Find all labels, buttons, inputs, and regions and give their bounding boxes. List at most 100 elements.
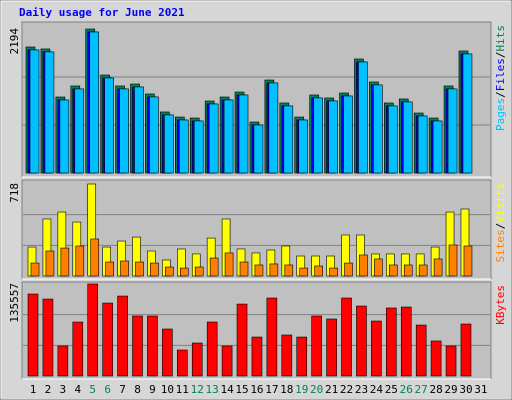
bar — [343, 95, 353, 174]
bar — [388, 105, 398, 174]
x-tick-label: 16 — [250, 383, 263, 396]
bar — [314, 265, 323, 277]
bar — [268, 82, 279, 174]
bar — [430, 340, 442, 377]
x-tick-label: 19 — [295, 383, 308, 396]
bar — [209, 257, 219, 277]
bar — [328, 100, 338, 174]
bar — [42, 298, 54, 377]
bar — [253, 124, 264, 174]
bar — [135, 261, 144, 277]
bar — [448, 244, 458, 277]
bar — [344, 262, 353, 277]
x-tick-label: 12 — [191, 383, 204, 396]
legend: Pages/Files/Hits — [494, 25, 507, 131]
x-tick-label: 10 — [161, 383, 174, 396]
bar — [132, 315, 143, 377]
bar — [266, 297, 278, 377]
legend-entry: KBytes — [494, 285, 507, 325]
bar — [239, 261, 249, 277]
bar — [164, 114, 174, 174]
legend-entry: Hits — [494, 25, 507, 52]
bar — [221, 345, 233, 377]
bar — [433, 258, 443, 277]
legend-separator: / — [494, 91, 507, 98]
legend: KBytes — [494, 285, 507, 325]
x-tick-label: 8 — [134, 383, 141, 396]
bar — [134, 86, 144, 174]
bar — [74, 88, 85, 174]
bar — [460, 323, 472, 377]
x-tick-label: 25 — [385, 383, 398, 396]
bar — [403, 264, 413, 277]
x-tick-label: 30 — [459, 383, 472, 396]
bar — [45, 250, 55, 277]
bar — [149, 96, 159, 174]
x-tick-label: 23 — [355, 383, 368, 396]
bar — [281, 334, 293, 377]
bar — [374, 258, 383, 277]
legend-entry: Pages — [494, 98, 507, 131]
bar — [89, 31, 100, 174]
x-tick-label: 1 — [30, 383, 37, 396]
bar — [415, 324, 427, 377]
x-tick-label: 4 — [74, 383, 81, 396]
legend-entry: Sites — [494, 229, 507, 262]
bar — [87, 283, 99, 377]
x-tick-label: 24 — [370, 383, 384, 396]
bar — [75, 245, 85, 277]
x-tick-label: 9 — [149, 383, 156, 396]
bar — [402, 101, 413, 174]
bar — [179, 119, 189, 174]
x-tick-label: 22 — [340, 383, 353, 396]
bar — [386, 307, 397, 377]
bar — [432, 120, 443, 174]
bar — [102, 302, 113, 377]
x-tick-label: 2 — [45, 383, 52, 396]
x-tick-label: 26 — [400, 383, 413, 396]
x-tick-label: 6 — [104, 383, 111, 396]
x-tick-label: 5 — [89, 383, 96, 396]
bar — [223, 99, 234, 174]
bar — [206, 321, 218, 377]
chart-title: Daily usage for June 2021 — [19, 6, 185, 19]
bar — [356, 305, 367, 377]
bar — [254, 264, 264, 277]
x-tick-label: 28 — [429, 383, 442, 396]
bar — [359, 254, 368, 277]
bar — [165, 266, 174, 277]
bar — [236, 303, 248, 377]
legend-entry: Files — [494, 58, 507, 91]
y-tick-label: 718 — [8, 183, 21, 203]
bar — [177, 349, 188, 377]
bar — [105, 261, 114, 277]
x-tick-label: 17 — [265, 383, 278, 396]
bar — [59, 99, 70, 174]
x-tick-label: 11 — [176, 383, 189, 396]
y-tick-label: 135557 — [8, 283, 21, 323]
bar — [417, 115, 428, 174]
bar — [104, 77, 114, 174]
bar — [358, 61, 368, 174]
bar — [44, 51, 55, 174]
bar — [463, 245, 473, 277]
bar — [311, 315, 322, 377]
bar — [27, 293, 39, 377]
bar — [238, 94, 249, 174]
bar — [150, 262, 159, 277]
bar — [389, 264, 398, 277]
bar — [326, 318, 337, 377]
legend-separator: / — [494, 52, 507, 59]
x-tick-label: 3 — [60, 383, 67, 396]
x-tick-label: 31 — [474, 383, 487, 396]
bar — [117, 295, 128, 377]
bar — [194, 266, 204, 277]
legend: Sites/Visits — [494, 183, 507, 263]
bar — [224, 252, 234, 277]
bar — [341, 297, 352, 377]
y-tick-label: 2194 — [8, 28, 21, 55]
bar — [269, 263, 279, 277]
bar — [296, 336, 308, 377]
legend-separator: / — [494, 223, 507, 230]
